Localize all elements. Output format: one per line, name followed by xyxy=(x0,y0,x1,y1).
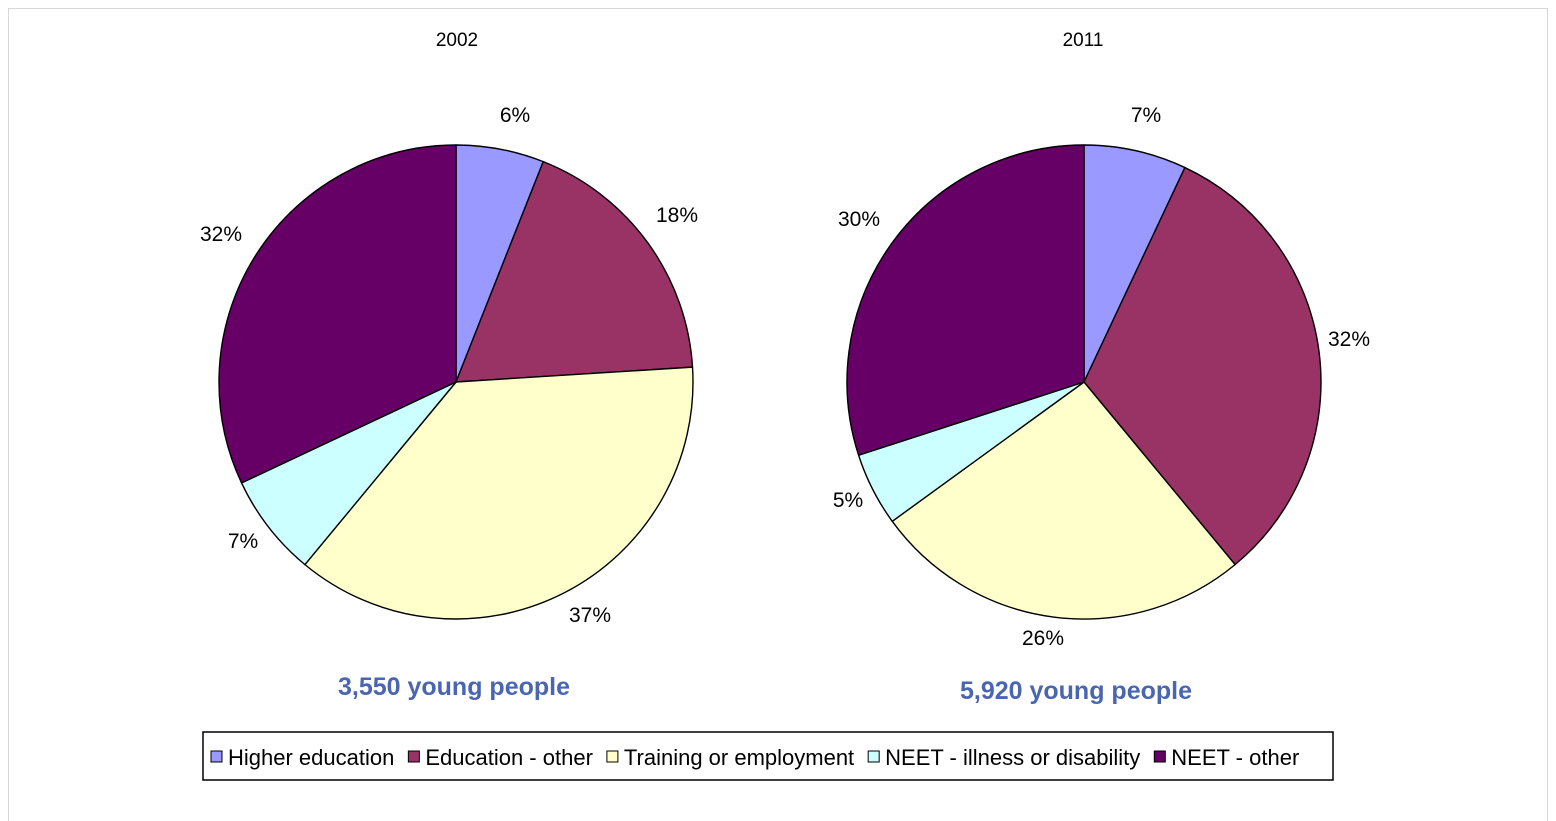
pie-slice-2011-education-other xyxy=(1083,166,1322,566)
legend-swatch-neet-illness-or-disability xyxy=(867,750,880,763)
legend-item-neet-illness-or-disability: NEET - illness or disability xyxy=(867,745,1140,770)
data-label-2011-neet-illness-or-disability: 5% xyxy=(833,489,863,512)
pie-caption-2002: 3,550 young people xyxy=(338,673,570,701)
legend-label-education-other: Education - other xyxy=(425,745,593,770)
pie-slices-2002 xyxy=(218,144,694,620)
pie-slice-2011-training-or-employment xyxy=(891,381,1236,620)
pie-title-2011: 2011 xyxy=(1063,30,1104,51)
pie-chart-2011: 2011 7% 32% 26% 5% 30% 5,920 young people xyxy=(833,30,1370,705)
pie-slice-2002-training-or-employment xyxy=(304,366,694,620)
legend-item-training-or-employment: Training or employment xyxy=(606,745,854,770)
data-label-2002-training-or-employment: 37% xyxy=(569,604,611,627)
legend-item-neet-other: NEET - other xyxy=(1153,745,1299,770)
pie-caption-2011: 5,920 young people xyxy=(960,677,1192,705)
pie-slice-2011-higher-education xyxy=(1083,144,1186,383)
data-label-2002-neet-other: 32% xyxy=(200,223,242,246)
pie-labels-2011: 7% 32% 26% 5% 30% xyxy=(833,104,1370,650)
data-label-2002-education-other: 18% xyxy=(656,204,698,227)
legend-label-higher-education: Higher education xyxy=(228,745,394,770)
pie-slice-2011-neet-other xyxy=(846,144,1085,456)
legend-swatch-neet-other xyxy=(1153,750,1166,763)
legend-label-neet-illness-or-disability: NEET - illness or disability xyxy=(885,745,1140,770)
data-label-2002-neet-illness-or-disability: 7% xyxy=(228,530,258,553)
legend-label-training-or-employment: Training or employment xyxy=(624,745,854,770)
legend-swatch-training-or-employment xyxy=(606,750,619,763)
pie-slice-2002-neet-other xyxy=(218,144,457,484)
legend-item-higher-education: Higher education xyxy=(210,745,394,770)
legend-swatch-higher-education xyxy=(210,750,223,763)
data-label-2002-higher-education: 6% xyxy=(500,104,530,127)
legend-label-neet-other: NEET - other xyxy=(1171,745,1299,770)
legend-items: Higher education Education - other Trainin… xyxy=(210,745,1299,770)
data-label-2011-training-or-employment: 26% xyxy=(1022,627,1064,650)
data-label-2011-neet-other: 30% xyxy=(838,208,880,231)
data-label-2011-education-other: 32% xyxy=(1328,328,1370,351)
legend-item-education-other: Education - other xyxy=(407,745,593,770)
legend-box xyxy=(202,731,1334,781)
pie-chart-2002: 2002 6% 18% 37% 7% 32% 3,550 young people xyxy=(200,30,698,701)
pie-title-2002: 2002 xyxy=(436,30,478,51)
legend: Higher education Education - other Trainin… xyxy=(202,731,1334,781)
legend-swatch-education-other xyxy=(407,750,420,763)
pie-slice-2002-neet-illness-or-disability xyxy=(240,381,457,566)
pie-labels-2002: 6% 18% 37% 7% 32% xyxy=(200,104,698,627)
pie-slice-2002-education-other xyxy=(455,160,694,383)
data-label-2011-higher-education: 7% xyxy=(1131,104,1161,127)
pie-slices-2011 xyxy=(846,144,1322,620)
